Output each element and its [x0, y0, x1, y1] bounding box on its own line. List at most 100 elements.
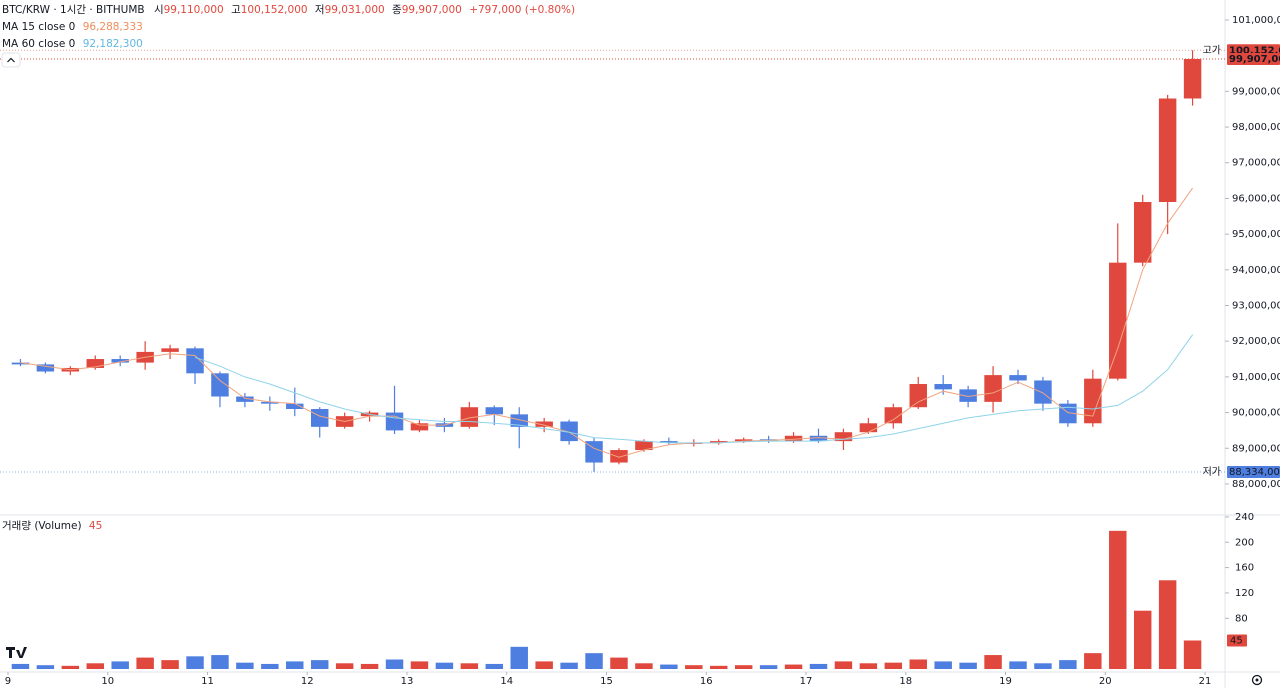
y-tick-label: 96,000,000: [1232, 193, 1280, 204]
volume-bar: [734, 665, 753, 669]
collapse-button[interactable]: [1, 52, 21, 68]
volume-bar: [1183, 640, 1202, 669]
candle-body: [1109, 262, 1127, 379]
overlay: BTC/KRW · 1시간 · BITHUMB 시99,110,000 고100…: [1, 4, 1263, 686]
volume-bar: [211, 655, 229, 669]
candle-body: [909, 384, 927, 408]
x-tick-label: 15: [600, 676, 613, 687]
y-tick-label: 200: [1235, 537, 1254, 548]
volume-bar: [535, 661, 553, 669]
ohlc-value: 99,110,000: [164, 4, 224, 16]
volume-bar: [86, 663, 104, 669]
y-tick-label: 94,000,000: [1232, 265, 1280, 276]
candle-body: [984, 375, 1002, 402]
x-tick-label: 13: [401, 676, 414, 687]
volume-bar: [1059, 660, 1077, 669]
candle-body: [635, 441, 653, 451]
candle-body: [610, 450, 628, 463]
x-tick-label: 21: [1199, 676, 1212, 687]
volume-bar: [759, 665, 778, 669]
candle-body: [859, 423, 878, 433]
candle-body: [211, 373, 229, 397]
y-tick-label: 160: [1235, 563, 1254, 574]
volume-bar: [610, 657, 628, 669]
volume-bar: [11, 663, 30, 669]
volume-bar: [410, 661, 429, 669]
symbol-title: BTC/KRW · 1시간 · BITHUMB: [2, 4, 145, 16]
candle-body: [86, 359, 104, 368]
gear-center[interactable]: [1255, 678, 1259, 682]
ma-legend: MA 15 close 0 96,288,333: [2, 21, 143, 33]
candle-body: [560, 421, 578, 442]
volume-bar: [685, 665, 703, 669]
candle-body: [236, 396, 254, 402]
volume-bar: [934, 661, 952, 669]
x-tick-label: 12: [301, 676, 314, 687]
y-tick-label: 90,000,000: [1232, 408, 1280, 419]
y-tick-label: 97,000,000: [1232, 158, 1280, 169]
ma-legend: MA 60 close 0 92,182,300: [2, 38, 143, 50]
candle-body: [1183, 58, 1202, 99]
candle-body: [161, 348, 179, 352]
candle-body: [1158, 98, 1177, 203]
volume-bar: [261, 663, 279, 669]
gear-icon[interactable]: [1251, 674, 1263, 686]
candle-body: [834, 432, 853, 442]
candle-body: [660, 441, 678, 443]
ma-line: [20, 187, 1194, 458]
y-tick-label: 98,000,000: [1232, 122, 1280, 133]
volume-bar: [286, 661, 304, 669]
chevron-icon[interactable]: [7, 57, 15, 63]
legend-value: 45: [89, 520, 102, 532]
last-price-badge: [1227, 52, 1280, 65]
volume-bar: [884, 662, 903, 669]
y-tick-label: 120: [1235, 588, 1254, 599]
legend-header: BTC/KRW · 1시간 · BITHUMB 시99,110,000 고100…: [2, 4, 575, 16]
x-tick-label: 14: [500, 676, 513, 687]
volume-bar: [859, 663, 878, 669]
plot: 88,000,000 89,000,000 90,000,000 91,000,000…: [0, 15, 1280, 687]
x-tick-label: 17: [800, 676, 813, 687]
volume-legend: 거래량 (Volume) 45: [2, 520, 102, 532]
legend-name: MA 60 close 0: [2, 38, 75, 50]
x-tick-label: 16: [700, 676, 713, 687]
legend-name: MA 15 close 0: [2, 21, 75, 33]
candle-body: [959, 389, 977, 402]
y-tick-label: 91,000,000: [1232, 372, 1280, 383]
volume-badge-label: 45: [1230, 635, 1243, 646]
low-badge: [1227, 466, 1280, 479]
y-tick-label: 88,000,000: [1232, 479, 1280, 490]
candle-body: [535, 421, 553, 427]
ohlc-value: 99,031,000: [325, 4, 385, 16]
candle-body: [1084, 378, 1102, 424]
y-tick-label: 99,000,000: [1232, 86, 1280, 97]
ohlc-value: 99,907,000: [402, 4, 462, 16]
volume-badge: [1227, 634, 1247, 647]
candle-body: [884, 407, 903, 424]
volume-bar: [460, 663, 479, 669]
button-frame[interactable]: [1, 52, 21, 68]
candle-body: [11, 362, 30, 365]
legend-name: 거래량 (Volume): [2, 520, 82, 532]
x-tick-label: 18: [899, 676, 912, 687]
candle-body: [261, 401, 279, 404]
last-price-label: 99,907,000: [1229, 54, 1280, 65]
candle-body: [1009, 375, 1027, 381]
volume-bar: [635, 663, 653, 669]
candle-body: [1133, 202, 1152, 263]
volume-bar: [984, 655, 1002, 669]
volume-bar: [1109, 530, 1127, 669]
legend-value: 92,182,300: [83, 38, 143, 50]
volume-bar: [36, 665, 55, 669]
candle-body: [585, 441, 603, 463]
settings-button[interactable]: [1251, 674, 1263, 686]
x-tick-label: 20: [1099, 676, 1112, 687]
y-tick-label: 95,000,000: [1232, 229, 1280, 240]
x-tick-label: 11: [201, 676, 214, 687]
candle-body: [385, 412, 404, 431]
volume-bar: [310, 660, 329, 669]
ohlc-value: 100,152,000: [241, 4, 308, 16]
ohlc-label: 시: [154, 4, 164, 16]
